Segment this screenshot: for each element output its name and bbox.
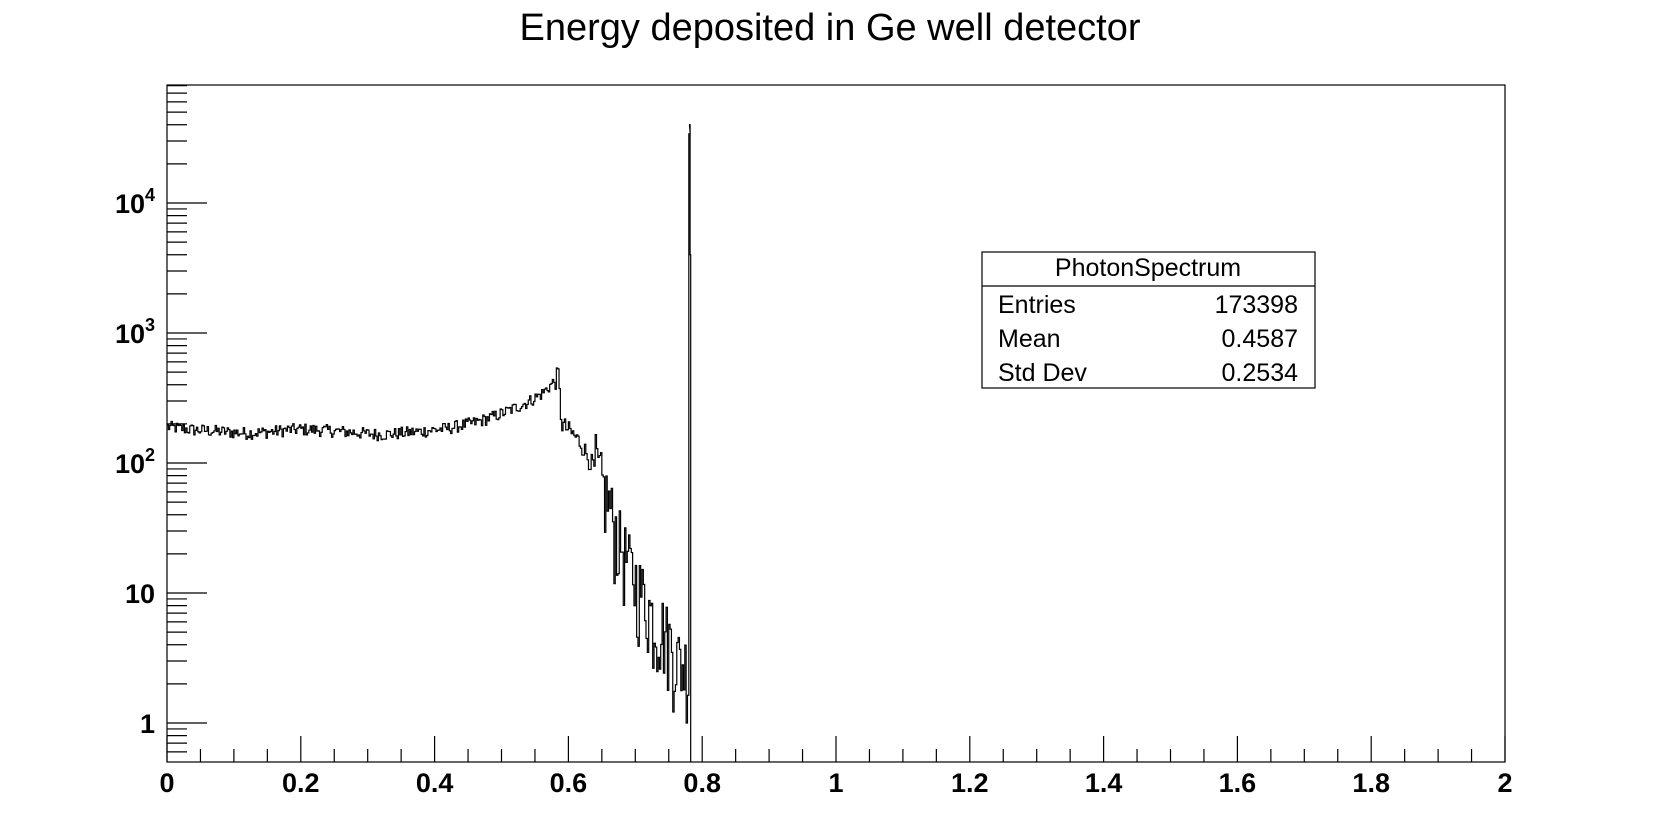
x-tick-label: 1 [828,768,843,798]
x-tick-label: 2 [1497,768,1512,798]
stats-stddev-label: Std Dev [998,359,1087,387]
stats-box-title: PhotonSpectrum [1055,254,1241,282]
stats-box-frame [981,251,1316,389]
histogram-line [167,124,692,762]
y-axis: 1 10 102 103 104 [115,84,207,753]
stats-entries-value: 173398 [1215,291,1298,319]
y-tick-label: 104 [115,185,155,219]
stats-entries-label: Entries [998,291,1076,319]
plot-frame [166,84,1506,763]
x-tick-label: 0 [159,768,174,798]
y-tick-label: 102 [115,445,155,479]
stats-mean-label: Mean [998,325,1061,353]
stats-mean-value: 0.4587 [1222,325,1298,353]
x-tick-label: 0.4 [416,768,454,798]
stats-stddev-value: 0.2534 [1222,359,1299,387]
x-tick-label: 1.4 [1085,768,1123,798]
x-tick-label: 1.2 [951,768,989,798]
stats-box: PhotonSpectrum Entries 173398 Mean 0.458… [981,251,1316,389]
x-tick-label: 1.6 [1219,768,1257,798]
x-tick-label: 0.8 [683,768,721,798]
x-tick-label: 0.2 [282,768,320,798]
x-axis: 0 0.2 0.4 0.6 0.8 1 1.2 1.4 1.6 1.8 2 [159,736,1513,798]
x-tick-label: 0.6 [550,768,588,798]
y-tick-label: 10 [125,579,155,609]
chart-title: Energy deposited in Ge well detector [519,7,1140,49]
y-tick-label: 103 [115,315,155,349]
y-tick-label: 1 [140,709,155,739]
x-tick-label: 1.8 [1352,768,1390,798]
